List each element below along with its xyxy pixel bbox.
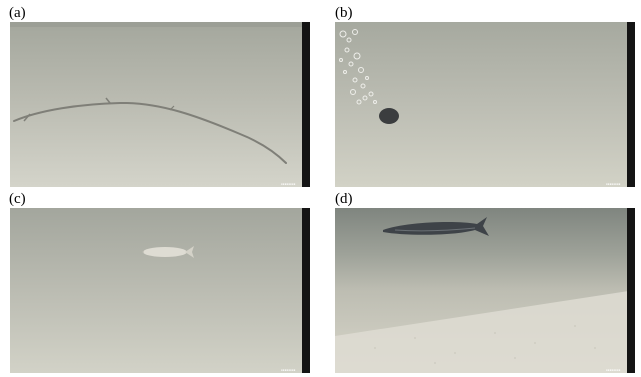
panel-a-image (10, 22, 310, 187)
panel-label-a: (a) (9, 5, 26, 21)
panel-label-d: (d) (335, 191, 353, 207)
panel-label-b: (b) (335, 5, 353, 21)
timestamp-a: ▪▪▪▪▪▪▪▪ (281, 182, 296, 186)
timestamp-b: ▪▪▪▪▪▪▪▪ (606, 182, 621, 186)
panel-d-image (335, 208, 635, 373)
timestamp-d: ▪▪▪▪▪▪▪▪ (606, 368, 621, 372)
timestamp-c: ▪▪▪▪▪▪▪▪ (281, 368, 296, 372)
panel-label-c: (c) (9, 191, 26, 207)
dark-fish (383, 217, 489, 236)
pale-fish (142, 246, 194, 258)
panel-c-image (10, 208, 310, 373)
panel-b-image (335, 22, 635, 187)
